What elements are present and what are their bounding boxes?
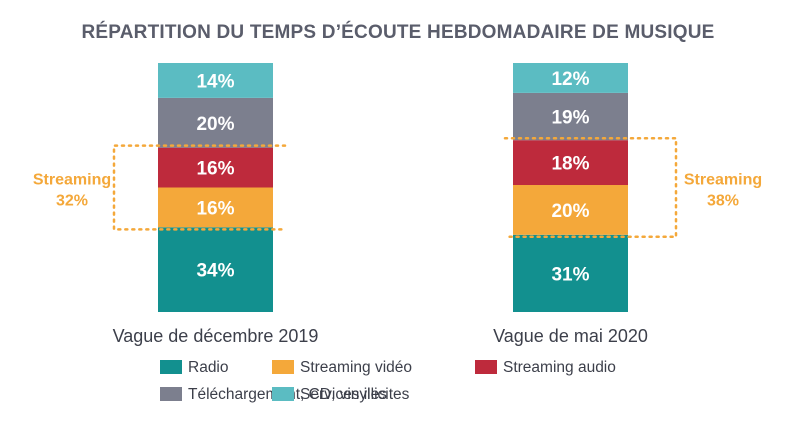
category-label: Vague de décembre 2019 [113, 326, 319, 346]
streaming-bracket [112, 144, 287, 231]
legend: Radio Streaming vidéo Streaming audioTéléc… [160, 359, 616, 403]
category-label: Vague de mai 2020 [493, 326, 648, 346]
data-label: 31% [551, 264, 589, 285]
bar-segment-radio [513, 234, 628, 312]
legend-label-radio: Radio [188, 359, 229, 376]
legend-swatch-streaming-audio [475, 360, 497, 374]
legend-label-streaming-audio: Streaming audio [503, 359, 616, 376]
legend-label-streaming-video: Streaming vidéo [300, 359, 412, 376]
legend-swatch-services-illicites [272, 387, 294, 401]
bar-segment-streaming-audio [158, 147, 273, 188]
streaming-group-total: 32% [56, 193, 88, 210]
streaming-group-label: Streaming [684, 172, 762, 189]
legend-swatch-streaming-video [272, 360, 294, 374]
data-label: 20% [551, 201, 589, 222]
data-label: 19% [551, 108, 589, 129]
data-label: 16% [196, 198, 234, 219]
legend-swatch-radio [160, 360, 182, 374]
data-label: 20% [196, 114, 234, 135]
streaming-group-total: 38% [707, 193, 739, 210]
bar-segment-streaming-video [513, 185, 628, 235]
bar-segment-streaming-video [158, 187, 273, 228]
streaming-group-label: Streaming [33, 172, 111, 189]
bar-segment-radio [158, 227, 273, 312]
streaming-groups-layer: Streaming 32% Streaming 38% [33, 136, 762, 239]
bars-layer: 34% 16% 16% 20% 14% Vague de décembre 2019 31%… [113, 63, 648, 346]
chart-title: RÉPARTITION DU TEMPS D’ÉCOUTE HEBDOMADAI… [81, 21, 714, 43]
legend-swatch-telechargement-cd-vinyles [160, 387, 182, 401]
data-label: 34% [196, 261, 234, 282]
bar-segment-streaming-audio [513, 140, 628, 186]
streaming-bracket [503, 136, 678, 239]
bar-segment-telechargement-cd-vinyles [158, 97, 273, 148]
bar-segment-services-illicites [513, 63, 628, 93]
data-label: 16% [196, 159, 234, 180]
bar-segment-telechargement-cd-vinyles [513, 92, 628, 141]
data-label: 14% [196, 71, 234, 92]
bar-segment-services-illicites [158, 63, 273, 98]
data-label: 18% [551, 154, 589, 175]
legend-label-services-illicites: Services illicites [300, 386, 410, 403]
data-label: 12% [551, 69, 589, 90]
